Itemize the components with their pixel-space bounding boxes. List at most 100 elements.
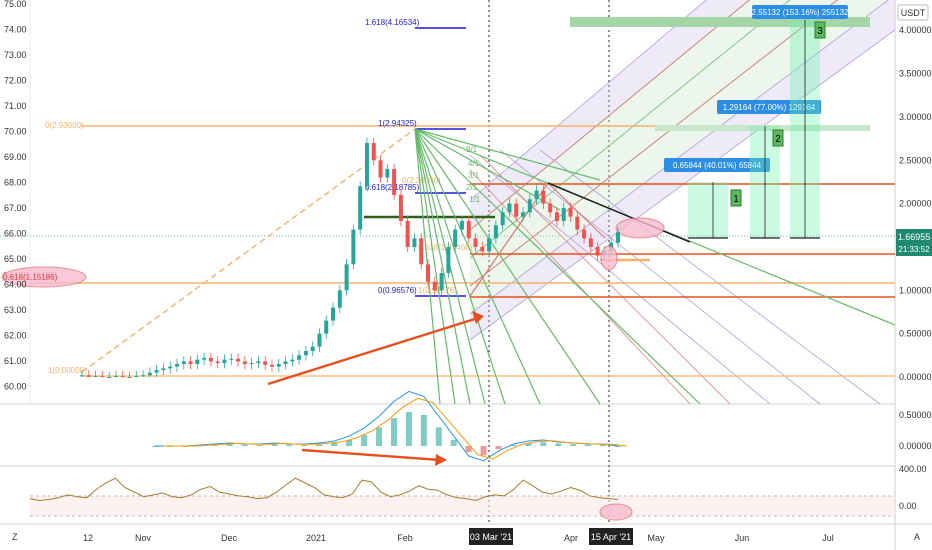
left-axis-tick: 66.00 [4,229,27,239]
time-axis-tick: Apr [564,533,578,543]
candle-body [188,361,193,364]
signal-line [163,397,628,460]
currency-label: USDT [901,8,926,18]
rsi-band [30,496,895,516]
macd-histogram-bar [346,439,353,446]
channel-cross-line [469,154,771,405]
highlight-ellipse [599,503,633,521]
candle-body [575,216,580,230]
highlight-ellipse [600,245,618,271]
left-axis-tick: 69.00 [4,152,27,162]
macd-line [155,390,619,462]
current-price-label: 1.66955 21:33:52 [896,229,932,256]
left-axis-tick: 61.00 [4,356,27,366]
fan-label: 4/1 [468,159,480,168]
left-axis-tick: 67.00 [4,203,27,213]
target-boxes: 0.65844 (40.01%) 65844 1 1.29164 (77.00%) … [664,5,849,239]
red-arrow [301,448,441,462]
red-arrow [267,316,479,386]
candle-body [466,220,471,239]
time-axis-tick: 2021 [306,533,326,543]
macd-histogram-bar [510,444,517,446]
candle-body [208,357,213,362]
target-label-box [752,5,848,19]
candle-body [521,212,526,217]
fib-label: 1(0.00000) [48,366,87,375]
red-arrow-head [435,454,447,466]
fan-line [414,128,456,405]
candle-body [147,372,152,376]
macd-histogram-bar [600,444,607,446]
left-axis-tick: 64.00 [4,280,27,290]
candle-body [500,212,505,226]
target-number: 2 [775,134,781,145]
candle-body [161,368,166,371]
channel-median [469,0,750,231]
corner-left-label[interactable]: Z [12,532,18,542]
candle-body [385,168,390,178]
candle-body [120,376,125,378]
fan-label: 2/1 [466,183,478,192]
candle-body [276,363,281,367]
fib-label: 1(0.96576) [418,286,457,295]
trend-dashed-line [81,128,416,373]
fan-label: 8/1 [466,145,478,154]
left-axis-tick: 68.00 [4,178,27,188]
macd-histogram-bar [495,446,502,450]
macd-histogram-bar [361,434,368,446]
candle-body [269,364,274,367]
candle-body [480,246,485,252]
current-price-timer: 21:33:52 [898,245,930,254]
candle-body [141,375,146,377]
left-axis-tick: 70.00 [4,127,27,137]
candle-body [100,376,105,378]
macd-histogram-bar [450,439,457,446]
currency-badge[interactable]: USDT [897,4,929,21]
right-axis-tick: 1.00000 [899,285,932,295]
corner-right-label[interactable]: A [914,532,920,542]
candle-body [174,363,179,367]
candle-body [371,142,376,161]
fan-label: 1/1 [469,195,481,204]
time-highlight-label: 03 Mar '21 [470,532,512,542]
left-axis-tick: 73.00 [4,50,27,60]
channel-cross-line [479,154,731,405]
target-number: 1 [733,194,739,205]
fib-label: 1.618(4.16534) [365,18,420,27]
fan-line [414,128,601,405]
time-axis-tick: Dec [221,533,238,543]
macd-histogram-bar [585,444,592,446]
rsi-axis-tick: 0.00 [899,501,917,511]
candle-body [154,370,159,373]
time-axis-tick: Nov [135,533,152,543]
macd-histogram-bar [241,444,248,446]
right-axis-tick: 2.00000 [899,199,932,209]
candle-body [616,232,620,243]
right-axis-tick: 3.00000 [899,112,932,122]
target-label: 1.29164 (77.00%) 129164 [723,103,816,112]
trend-line [547,182,691,243]
candle-body [344,264,349,291]
macd-histogram-bar [405,411,412,446]
candle-body [446,246,451,273]
macd-histogram-bar [615,446,621,447]
candle-body [561,207,566,221]
fan-line [414,128,541,405]
macd-histogram-bar [376,427,383,446]
target-number: 3 [817,26,823,37]
candle-body [93,376,98,378]
candle-body [453,229,458,247]
annotation-arrows [267,311,484,466]
left-axis-tick: 65.00 [4,254,27,264]
candle-body [378,160,383,178]
candle-body [595,246,600,256]
time-axis-tick: Feb [397,533,413,543]
fan-line [414,128,601,181]
candle-body [588,238,593,247]
target-label: 0.65844 (40.01%) 65844 [673,161,762,170]
fib-label: 0(0.96576) [378,286,417,295]
candle-body [242,361,247,364]
macd-pane [152,390,628,462]
